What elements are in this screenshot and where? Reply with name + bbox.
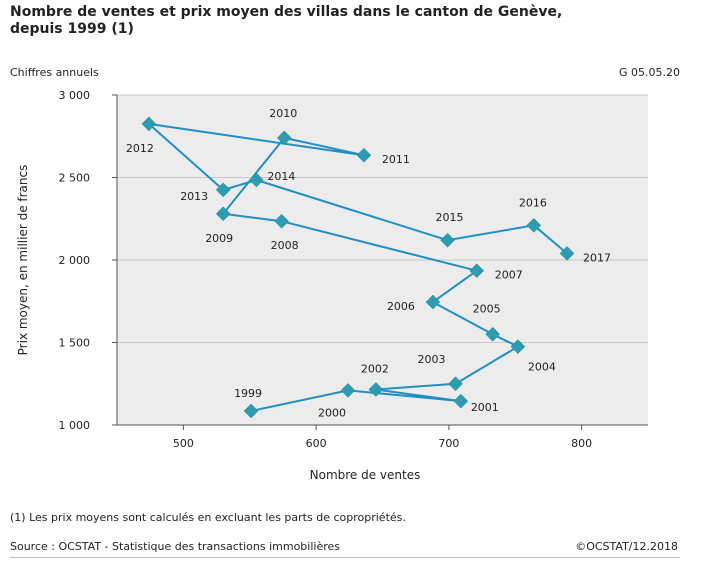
y-axis-title: Prix moyen, en millier de francs bbox=[16, 165, 30, 356]
data-point-2003 bbox=[448, 376, 463, 392]
gridlines bbox=[117, 94, 648, 343]
copyright-text: ©OCSTAT/12.2018 bbox=[575, 540, 678, 553]
x-tick-label: 600 bbox=[306, 437, 327, 450]
x-axis-title: Nombre de ventes bbox=[310, 468, 421, 482]
footnote: (1) Les prix moyens sont calculés en exc… bbox=[10, 511, 406, 524]
point-labels: 1999 2000 2001 2002 2003 2004 2005 2006 2007 2008… bbox=[126, 107, 611, 419]
point-label-2004: 2004 bbox=[528, 361, 556, 374]
chart-code: G 05.05.20 bbox=[618, 66, 680, 79]
data-series bbox=[141, 116, 575, 419]
point-label-2016: 2016 bbox=[519, 196, 547, 209]
point-label-2015: 2015 bbox=[436, 211, 464, 224]
data-point-1999 bbox=[243, 403, 259, 419]
y-tick-label: 2 500 bbox=[59, 172, 91, 185]
point-label-2003: 2003 bbox=[418, 353, 446, 366]
point-label-2005: 2005 bbox=[473, 302, 501, 315]
data-point-2006 bbox=[425, 294, 441, 310]
x-tick-label: 700 bbox=[438, 437, 459, 450]
data-point-2011 bbox=[356, 147, 372, 163]
point-label-2006: 2006 bbox=[387, 300, 415, 313]
data-point-2007 bbox=[469, 263, 485, 279]
y-tick-label: 1 500 bbox=[59, 337, 91, 350]
source-text: Source : OCSTAT - Statistique des transa… bbox=[10, 540, 340, 553]
data-point-2009 bbox=[215, 206, 231, 222]
data-point-2015 bbox=[440, 232, 455, 248]
chart-title-line2: depuis 1999 (1) bbox=[10, 21, 134, 37]
data-point-2017 bbox=[559, 246, 575, 261]
point-label-2012: 2012 bbox=[126, 142, 154, 155]
y-tick-label: 3 000 bbox=[59, 89, 91, 102]
point-label-2010: 2010 bbox=[269, 107, 297, 120]
data-point-2013 bbox=[215, 182, 231, 198]
footer-divider bbox=[10, 557, 680, 558]
point-label-2001: 2001 bbox=[471, 401, 499, 414]
y-tick-label: 2 000 bbox=[59, 254, 91, 267]
point-label-2014: 2014 bbox=[267, 170, 295, 183]
data-point-2012 bbox=[141, 116, 157, 132]
x-tick-label: 800 bbox=[571, 437, 592, 450]
chart-title: Nombre de ventes et prix moyen des villa… bbox=[10, 4, 690, 38]
data-point-2005 bbox=[485, 326, 501, 342]
data-point-2000 bbox=[340, 382, 356, 398]
point-label-2017: 2017 bbox=[583, 251, 611, 264]
data-point-2002 bbox=[368, 382, 384, 397]
data-point-2008 bbox=[274, 213, 289, 229]
point-label-2009: 2009 bbox=[205, 232, 233, 245]
axes: 1 000 1 500 2 000 2 500 3 000 500 600 700 800 bbox=[59, 89, 648, 450]
point-label-2011: 2011 bbox=[382, 153, 410, 166]
point-label-2000: 2000 bbox=[318, 406, 346, 419]
point-label-2008: 2008 bbox=[271, 239, 299, 252]
data-point-2010 bbox=[276, 130, 292, 146]
chart-subtitle: Chiffres annuels bbox=[10, 66, 99, 79]
data-point-2001 bbox=[453, 393, 469, 409]
data-point-2016 bbox=[526, 217, 542, 233]
point-label-2013: 2013 bbox=[180, 190, 208, 203]
data-point-2014 bbox=[249, 172, 264, 188]
point-label-1999: 1999 bbox=[234, 387, 262, 400]
data-point-2004 bbox=[510, 339, 526, 354]
point-label-2007: 2007 bbox=[495, 269, 523, 282]
y-tick-label: 1 000 bbox=[59, 419, 91, 432]
x-tick-label: 500 bbox=[173, 437, 194, 450]
point-label-2002: 2002 bbox=[361, 363, 389, 376]
chart-title-line1: Nombre de ventes et prix moyen des villa… bbox=[10, 4, 563, 20]
